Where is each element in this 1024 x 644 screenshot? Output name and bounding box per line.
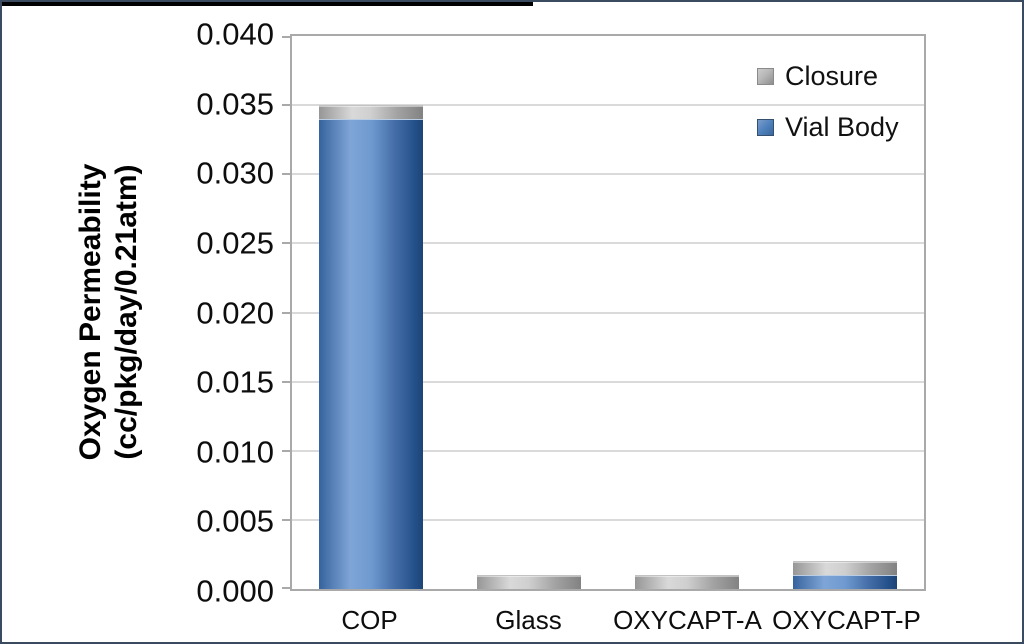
x-axis-label-glass: Glass — [495, 605, 562, 635]
y-tick-mark — [282, 518, 290, 521]
gridline — [292, 380, 924, 383]
y-tick-label: 0.040 — [196, 16, 274, 52]
legend: Closure Vial Body — [757, 59, 899, 144]
bar-segment-closure — [477, 575, 581, 589]
bar-stack — [319, 105, 423, 589]
legend-item-vial-body: Vial Body — [757, 110, 899, 144]
bar-segment-vial-body — [793, 575, 897, 589]
bar-slot-cop — [292, 36, 450, 589]
closure-swatch-icon — [757, 67, 774, 85]
top-border-strip — [2, 2, 533, 6]
legend-label: Closure — [785, 60, 879, 91]
y-tick-mark — [282, 173, 290, 176]
y-tick-label: 0.005 — [196, 503, 274, 539]
y-tick-label: 0.015 — [196, 364, 274, 400]
bar-slot-glass — [450, 36, 608, 589]
gridline — [292, 518, 924, 521]
plot-area: Closure Vial Body — [282, 34, 926, 591]
gridline — [292, 242, 924, 245]
legend-item-closure: Closure — [757, 59, 899, 93]
gridline — [292, 173, 924, 176]
y-tick-label: 0.000 — [196, 573, 274, 609]
y-tick-mark — [282, 380, 290, 383]
y-tick-label: 0.035 — [196, 86, 274, 122]
bar-slot-oxycapt-a — [608, 36, 766, 589]
y-tick-label: 0.025 — [196, 225, 274, 261]
y-tick-mark — [282, 311, 290, 314]
x-axis-label-cop: COP — [341, 605, 398, 635]
y-tick-label: 0.030 — [196, 155, 274, 191]
bar-segment-closure — [319, 105, 423, 119]
x-axis-label-oxycapt-p: OXYCAPT-P — [772, 605, 921, 635]
gridline — [292, 449, 924, 452]
x-axis: COP Glass OXYCAPT-A OXYCAPT-P — [290, 604, 926, 636]
y-tick-mark — [282, 449, 290, 452]
y-tick-mark — [282, 104, 290, 107]
y-tick-label: 0.020 — [196, 295, 274, 330]
gridline — [292, 311, 924, 314]
bar-series — [292, 36, 924, 589]
y-tick-mark — [282, 36, 290, 38]
legend-label: Vial Body — [785, 111, 899, 142]
bar-segment-vial-body — [319, 118, 423, 589]
x-axis-label-oxycapt-a: OXYCAPT-A — [613, 605, 762, 635]
y-tick-mark — [282, 242, 290, 245]
bar-segment-closure — [793, 561, 897, 576]
y-tick-label: 0.010 — [196, 434, 274, 470]
y-tick-mark — [282, 587, 290, 589]
bar-segment-closure — [635, 575, 739, 589]
bar-stack — [793, 561, 897, 589]
bar-stack — [477, 575, 581, 589]
bar-slot-oxycapt-p — [766, 36, 924, 589]
gridline — [292, 104, 924, 107]
bar-stack — [635, 575, 739, 589]
vial-body-swatch-icon — [757, 118, 774, 136]
